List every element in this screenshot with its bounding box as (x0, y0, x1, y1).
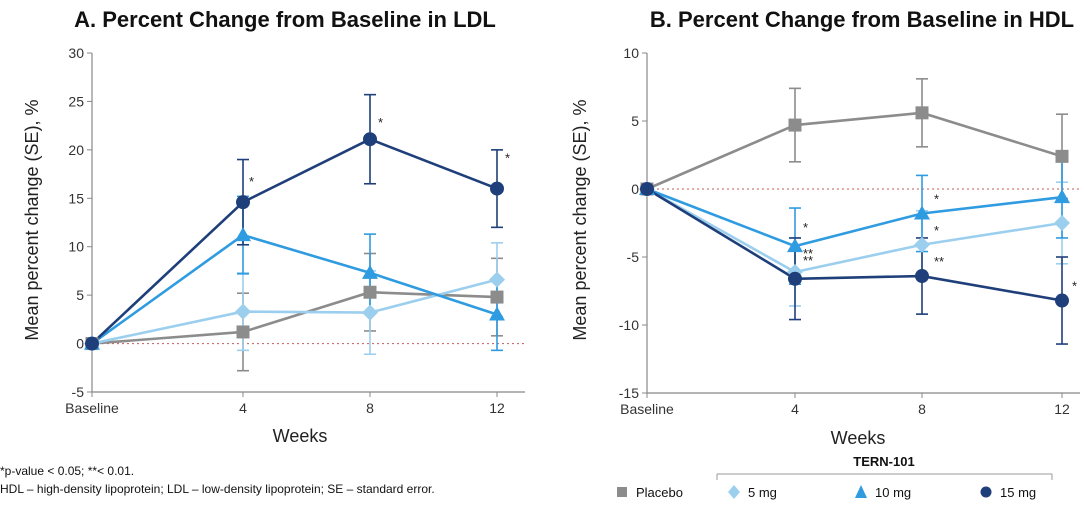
significance-marker: * (934, 191, 939, 206)
data-point (787, 238, 803, 253)
x-tick-label: 8 (918, 401, 926, 417)
y-tick-label: 15 (68, 190, 84, 206)
significance-marker: * (803, 220, 808, 235)
legend: TERN-101 Placebo 5 mg 10 mg 15 mg (617, 454, 1053, 500)
data-point (915, 269, 929, 284)
data-point (915, 106, 929, 120)
series-10-mg (646, 155, 1068, 286)
data-point (235, 303, 251, 320)
series-line (646, 187, 1063, 274)
y-tick-label: -5 (627, 249, 640, 265)
x-tick-label: Baseline (65, 400, 119, 416)
series-5-mg (646, 181, 1068, 307)
series-line (91, 137, 498, 345)
data-point (236, 195, 250, 210)
data-point (788, 271, 802, 286)
x-tick-label: 4 (239, 400, 247, 416)
footnote-significance: *p-value < 0.05; **< 0.01. (0, 464, 134, 478)
chart-panel-ldl: A. Percent Change from Baseline in LDL -5… (22, 7, 525, 446)
data-point (914, 236, 930, 253)
series-10-mg (91, 195, 503, 352)
chart-title: B. Percent Change from Baseline in HDL (650, 7, 1074, 32)
y-tick-label: -15 (619, 385, 639, 401)
y-tick-label: -10 (619, 317, 639, 333)
legend-group-title: TERN-101 (853, 454, 914, 469)
data-point (363, 285, 377, 299)
data-point (236, 325, 250, 339)
significance-marker: ** (934, 254, 944, 269)
data-point (1054, 215, 1070, 231)
chart-panel-hdl: B. Percent Change from Baseline in HDL -1… (570, 7, 1080, 448)
legend-item: Placebo (617, 485, 683, 500)
legend-item: 10 mg (855, 485, 911, 500)
x-tick-label: 4 (791, 401, 799, 417)
y-tick-label: 20 (68, 142, 84, 158)
data-point (490, 290, 504, 304)
legend-label: 10 mg (875, 485, 911, 500)
significance-marker: * (1072, 279, 1077, 294)
data-point (788, 118, 802, 132)
y-tick-label: 0 (631, 181, 639, 197)
legend-diamond-icon (728, 485, 740, 499)
series-15-mg (91, 93, 503, 345)
significance-marker: ** (803, 246, 813, 261)
y-tick-label: 10 (623, 45, 639, 61)
series-line (91, 233, 498, 345)
series-line (91, 278, 498, 345)
legend-label: Placebo (636, 485, 683, 500)
series-line (646, 187, 1063, 248)
significance-marker: * (505, 151, 510, 166)
x-tick-label: Baseline (620, 401, 674, 417)
data-point (640, 182, 654, 196)
significance-marker: ** (803, 253, 813, 268)
y-tick-label: 5 (76, 287, 84, 303)
data-point (1055, 293, 1069, 308)
x-tick-label: 12 (489, 400, 505, 416)
data-point (362, 264, 378, 279)
y-tick-label: 30 (68, 45, 84, 61)
legend-square-icon (617, 487, 627, 497)
data-point (489, 306, 505, 321)
y-tick-label: 10 (68, 239, 84, 255)
series-placebo (646, 78, 1068, 200)
data-point (362, 304, 378, 321)
significance-marker: * (249, 174, 254, 189)
y-axis-label: Mean percent change (SE), % (570, 99, 590, 340)
legend-item: 5 mg (728, 485, 777, 500)
legend-circle-icon (980, 486, 992, 498)
chart-title: A. Percent Change from Baseline in LDL (74, 7, 496, 32)
legend-triangle-icon (855, 485, 867, 498)
y-tick-label: 5 (631, 113, 639, 129)
data-point (490, 181, 504, 196)
data-point (363, 132, 377, 147)
data-point (1054, 189, 1070, 204)
series-line (646, 111, 1063, 191)
x-axis-label: Weeks (273, 426, 328, 446)
footnote-abbreviations: HDL – high-density lipoprotein; LDL – lo… (0, 482, 435, 496)
legend-item: 15 mg (980, 485, 1036, 500)
y-tick-label: 25 (68, 93, 84, 109)
significance-marker: * (378, 115, 383, 130)
footnotes: *p-value < 0.05; **< 0.01. HDL – high-de… (0, 464, 435, 496)
significance-marker: * (934, 223, 939, 238)
data-point (914, 205, 930, 220)
y-axis-label: Mean percent change (SE), % (22, 99, 42, 340)
data-point (85, 336, 99, 351)
x-tick-label: 8 (366, 400, 374, 416)
y-tick-label: 0 (76, 336, 84, 352)
series-line (646, 187, 1063, 302)
data-point (235, 227, 251, 242)
data-point (489, 271, 505, 288)
data-point (1055, 149, 1069, 163)
x-axis-label: Weeks (831, 428, 886, 448)
legend-label: 15 mg (1000, 485, 1036, 500)
y-tick-label: -5 (72, 384, 85, 400)
legend-label: 5 mg (748, 485, 777, 500)
x-tick-label: 12 (1054, 401, 1070, 417)
